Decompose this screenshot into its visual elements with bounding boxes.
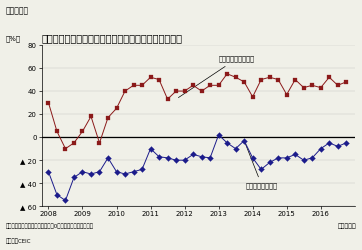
Text: （図表５）: （図表５） [5, 6, 29, 15]
Text: 消費者信頼感指数: 消費者信頼感指数 [245, 143, 278, 189]
Text: （%）: （%） [6, 35, 21, 42]
Text: ビジネス信頼感指数: ビジネス信頼感指数 [178, 56, 254, 98]
Text: （注）いずれも現状指数。また、0を超えると楽観を表す。: （注）いずれも現状指数。また、0を超えると楽観を表す。 [5, 224, 93, 229]
Text: （四半期）: （四半期） [338, 224, 357, 229]
Text: （資料）CEIC: （資料）CEIC [5, 239, 31, 244]
Text: フィリピンの消費者信頼感指数、ビジネス信頼感指数: フィリピンの消費者信頼感指数、ビジネス信頼感指数 [42, 33, 183, 43]
